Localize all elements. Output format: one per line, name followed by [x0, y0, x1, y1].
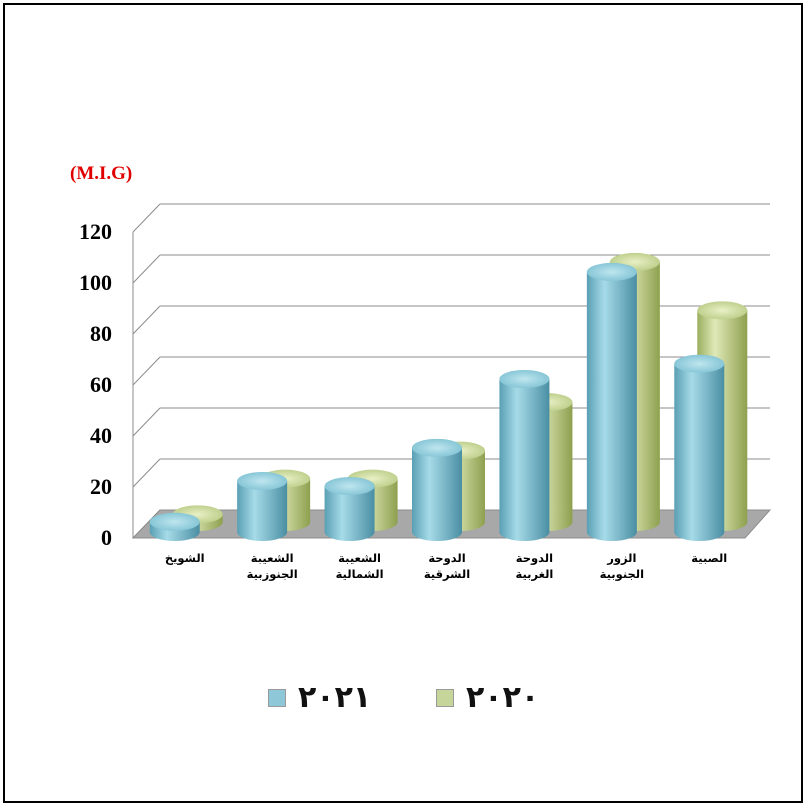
y-tick-label: 120 [79, 219, 112, 244]
y-tick-label: 60 [90, 372, 112, 397]
legend-swatch-2021 [268, 688, 286, 707]
x-category-label: الشعيبة الشمالية [336, 551, 384, 581]
legend-swatch-2020 [436, 688, 454, 707]
bar-cap [324, 477, 375, 496]
bar-cap [412, 438, 462, 457]
x-category-label: الشويخ [165, 551, 205, 566]
x-category-label: الصبية [691, 551, 727, 565]
y-tick-label: 80 [90, 321, 112, 346]
y-tick-label: 20 [90, 474, 112, 499]
gridline-side [132, 203, 161, 233]
legend-item-2021: ٢٠٢١ [268, 680, 371, 715]
bar-2021-1 [149, 512, 200, 541]
bar-cap [674, 354, 725, 373]
bar-body [412, 447, 462, 541]
bar-cap [237, 472, 288, 490]
legend-label-2020: ٢٠٢٠ [466, 680, 540, 715]
chart-canvas: 0 20 40 60 80 100 120 الشويخ الشعيبة الجنوزبية الش… [79, 203, 772, 582]
bar-cap [499, 370, 550, 388]
x-category-label: الدوحة الشرقية [424, 551, 470, 581]
chart-frame [3, 3, 803, 803]
legend-label-2021: ٢٠٢١ [298, 680, 372, 715]
y-tick-label: 0 [101, 525, 112, 550]
bar-2021-3 [324, 477, 375, 541]
bar-2021-2 [237, 472, 288, 541]
y-tick-label: 40 [90, 423, 112, 448]
legend: ٢٠٢١ ٢٠٢٠ [0, 680, 809, 730]
bar-body [674, 363, 725, 541]
legend-item-2020: ٢٠٢٠ [436, 680, 539, 715]
bar-2021-7 [674, 354, 725, 541]
bar-body [499, 379, 550, 541]
gridline-side [132, 356, 161, 386]
bar-body [324, 486, 375, 541]
x-category-label: الشعيبة الجنوزبية [247, 551, 298, 582]
gridline-side [132, 305, 161, 335]
bar-cap [586, 262, 637, 281]
y-tick-label: 100 [79, 270, 112, 295]
bar-2021-6 [586, 262, 637, 541]
bar-body [586, 271, 637, 541]
gridline-side [132, 254, 161, 284]
bar-body [237, 481, 288, 541]
bar-cap [697, 301, 748, 320]
bar-2021-5 [499, 370, 550, 541]
gridline-side [132, 458, 161, 488]
gridline-side [132, 407, 161, 437]
x-category-label: الزور الجنوبية [600, 551, 644, 582]
bar-2021-4 [412, 438, 462, 541]
bar-cap [149, 512, 200, 531]
x-category-label: الدوحة الغربية [515, 551, 553, 581]
unit-label: (M.I.G) [70, 163, 133, 184]
